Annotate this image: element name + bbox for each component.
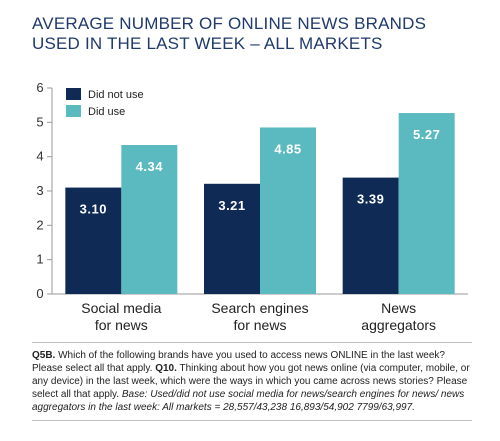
x-category-label: for news	[95, 317, 148, 333]
bar-value-label: 5.27	[413, 127, 440, 142]
bar-did-use	[260, 127, 316, 294]
footnote-top-rule	[32, 342, 472, 343]
footnote-bottom-rule	[32, 420, 472, 421]
legend: Did not use Did use	[66, 88, 144, 118]
bar-value-label: 4.34	[136, 159, 164, 174]
y-tick-label: 0	[36, 286, 43, 301]
y-tick-label: 3	[36, 183, 43, 198]
footnote-q1-code: Q5B.	[32, 350, 56, 361]
chart-title: AVERAGE NUMBER OF ONLINE NEWS BRANDS USE…	[32, 14, 427, 53]
x-category-label: Social media	[81, 300, 161, 316]
footnote-q2-code: Q10.	[155, 363, 177, 374]
bar-value-label: 4.85	[274, 141, 301, 156]
bar-value-label: 3.21	[218, 198, 245, 213]
legend-label: Did use	[88, 106, 125, 118]
y-tick-label: 4	[36, 149, 43, 164]
bar-did-not-use	[65, 187, 122, 294]
x-category-label: Search engines	[211, 300, 308, 316]
footnote-base-text: Base: Used/did not use social media for …	[32, 389, 465, 413]
legend-swatch	[66, 105, 81, 117]
bars: 3.10 4.34 3.21 4.85 3.39 5.27	[65, 113, 455, 295]
x-category-label: for news	[234, 317, 287, 333]
x-category-label: aggregators	[361, 317, 436, 333]
legend-label: Did not use	[88, 89, 144, 101]
legend-swatch	[66, 88, 81, 100]
bar-did-use	[121, 144, 178, 294]
bar-did-not-use	[342, 177, 399, 294]
bar-did-use	[398, 113, 455, 295]
bar-value-label: 3.39	[357, 192, 384, 207]
x-category-label: News	[381, 300, 416, 316]
bar-did-not-use	[204, 183, 260, 294]
bar-value-label: 3.10	[80, 202, 107, 217]
footnote-q2-text: Thinking about how you got news online (…	[32, 363, 470, 400]
y-tick-label: 1	[36, 252, 43, 267]
y-tick-label: 6	[36, 80, 43, 95]
footnote-q1-text: Which of the following brands have you u…	[32, 350, 445, 374]
y-tick-label: 2	[36, 217, 43, 232]
footnote: Q5B. Which of the following brands have …	[32, 349, 472, 414]
y-tick-label: 5	[36, 114, 43, 129]
